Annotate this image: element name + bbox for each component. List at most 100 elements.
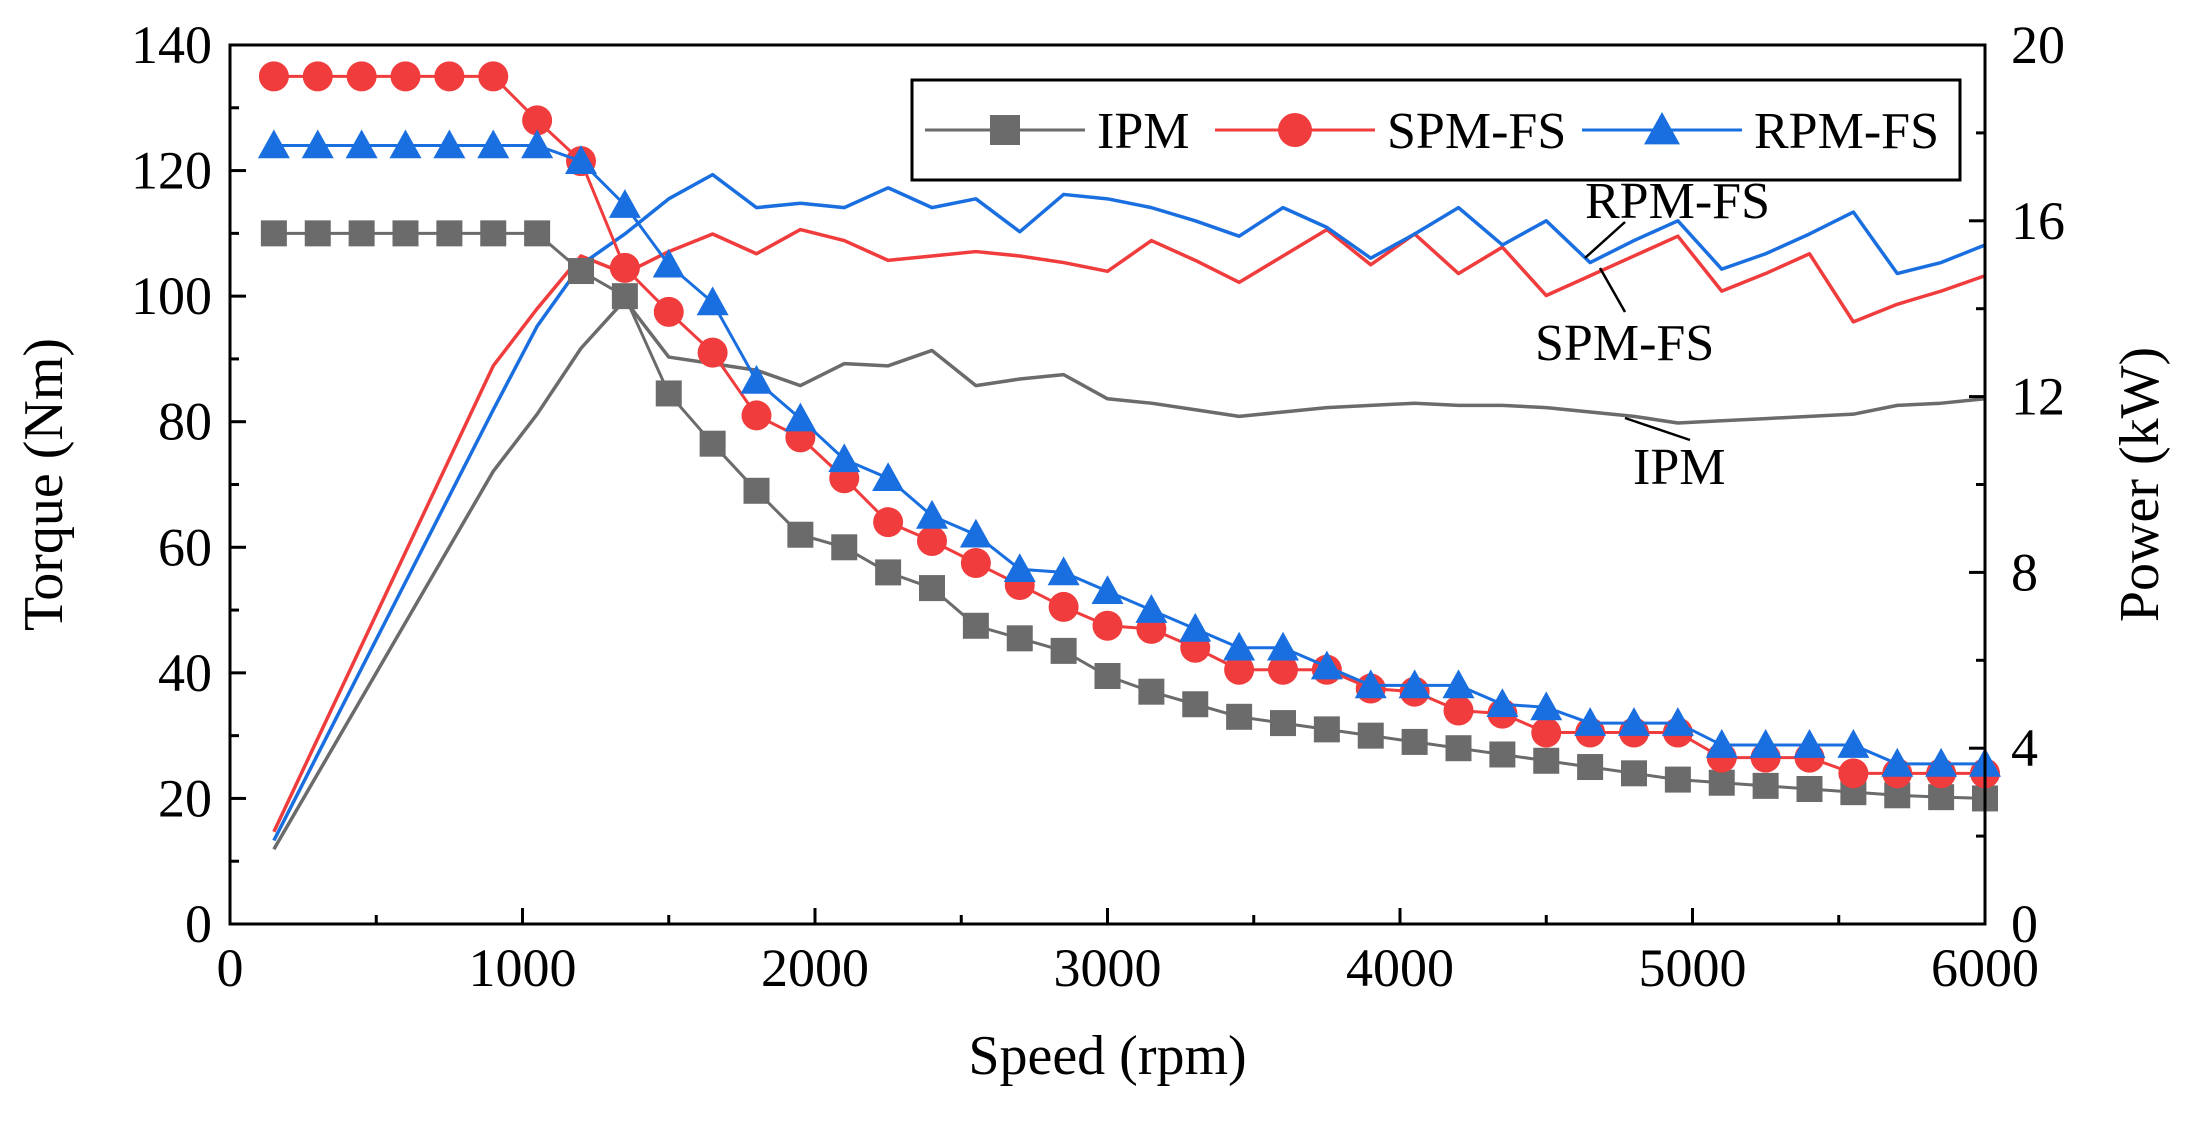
torque-point-rpm-fs (1661, 707, 1694, 736)
torque-point-rpm-fs (1486, 688, 1519, 718)
torque-series-ipm (260, 220, 1998, 812)
torque-point-rpm-fs (1574, 707, 1607, 736)
torque-point-ipm (436, 220, 463, 247)
torque-point-rpm-fs (477, 129, 510, 159)
torque-point-spm-fs (960, 547, 991, 578)
legend-marker-spm-fs (1278, 113, 1312, 147)
torque-point-ipm (699, 430, 726, 457)
legend-marker-ipm (990, 115, 1020, 145)
y-tick-label: 60 (158, 517, 212, 577)
torque-point-spm-fs (1224, 654, 1255, 685)
torque-point-spm-fs (741, 400, 772, 431)
legend-box (910, 78, 1962, 182)
annotation-leader-rpm-fs (1584, 221, 1626, 259)
torque-point-spm-fs (1268, 654, 1298, 685)
torque-point-rpm-fs (257, 129, 290, 159)
torque-point-rpm-fs (916, 499, 948, 529)
torque-point-rpm-fs (1047, 556, 1080, 586)
y-tick-label: 40 (158, 643, 212, 703)
y-tick-label: 80 (158, 392, 212, 452)
y2-tick-label: 4 (2011, 718, 2038, 778)
torque-point-rpm-fs (652, 248, 685, 278)
x-tick-label: 6000 (1931, 938, 2039, 998)
legend-label-rpm-fs: RPM-FS (1754, 103, 1939, 160)
torque-line-spm-fs (273, 74, 1985, 775)
torque-point-ipm (743, 477, 770, 504)
torque-point-spm-fs (917, 526, 947, 557)
y2-tick-label: 12 (2011, 367, 2065, 427)
x-tick-label: 1000 (469, 938, 577, 998)
torque-point-rpm-fs (1442, 669, 1475, 699)
torque-point-ipm (611, 283, 638, 310)
torque-point-rpm-fs (521, 129, 554, 159)
torque-point-spm-fs (1048, 591, 1079, 622)
torque-point-ipm (1752, 772, 1779, 799)
torque-point-ipm (1401, 728, 1428, 755)
torque-point-ipm (1445, 735, 1472, 762)
torque-point-rpm-fs (345, 129, 378, 159)
torque-point-rpm-fs (1091, 575, 1124, 605)
torque-point-rpm-fs (959, 518, 992, 548)
y2-tick-label: 16 (2011, 191, 2065, 251)
torque-point-ipm (1577, 754, 1604, 781)
torque-point-rpm-fs (1135, 594, 1168, 623)
x-tick-label: 0 (217, 938, 244, 998)
torque-point-rpm-fs (389, 129, 422, 159)
annotation-spm-fs: SPM-FS (1535, 315, 1714, 372)
torque-point-rpm-fs (1925, 747, 1958, 777)
annotation-rpm-fs: RPM-FS (1585, 173, 1770, 230)
torque-point-ipm (1357, 722, 1384, 749)
x-tick-label: 2000 (761, 938, 869, 998)
legend-label-ipm: IPM (1097, 103, 1189, 160)
y-axis-label: Torque (Nm) (13, 338, 75, 631)
torque-point-ipm (1533, 747, 1560, 774)
torque-point-ipm (1708, 769, 1735, 796)
torque-point-ipm (831, 534, 858, 561)
y-tick-label: 140 (131, 15, 212, 75)
torque-point-spm-fs (390, 61, 421, 92)
torque-point-ipm (1226, 703, 1253, 730)
torque-point-ipm (1928, 784, 1955, 811)
torque-point-rpm-fs (1530, 691, 1563, 721)
torque-point-rpm-fs (1003, 553, 1036, 583)
torque-point-ipm (962, 612, 989, 639)
torque-line-ipm (273, 231, 1986, 800)
torque-point-ipm (524, 220, 551, 247)
torque-point-ipm (787, 521, 814, 548)
annotation-leader-spm-fs (1598, 267, 1627, 313)
torque-series-rpm-fs (257, 129, 2001, 777)
torque-point-ipm (1664, 766, 1691, 793)
torque-point-rpm-fs (1223, 631, 1256, 661)
power-line-spm-fs (272, 227, 1986, 833)
torque-point-ipm (304, 220, 331, 247)
x-axis-label: Speed (rpm) (968, 1025, 1246, 1087)
y-tick-label: 0 (185, 894, 212, 954)
torque-point-ipm (1006, 625, 1033, 652)
x-tick-label: 4000 (1346, 938, 1454, 998)
torque-point-ipm (348, 220, 375, 247)
torque-point-rpm-fs (1179, 612, 1212, 642)
torque-point-ipm (568, 258, 594, 285)
legend-label-spm-fs: SPM-FS (1387, 103, 1566, 160)
torque-point-rpm-fs (565, 145, 597, 174)
x-tick-label: 3000 (1054, 938, 1162, 998)
torque-point-rpm-fs (1793, 729, 1826, 758)
torque-point-rpm-fs (1749, 729, 1782, 758)
torque-point-spm-fs (1531, 717, 1562, 748)
torque-point-rpm-fs (608, 189, 641, 218)
torque-point-spm-fs (258, 61, 289, 92)
torque-point-ipm (1796, 776, 1823, 803)
torque-point-ipm (655, 380, 682, 407)
torque-point-ipm (1094, 662, 1121, 689)
torque-point-spm-fs (302, 61, 333, 92)
y2-axis-label: Power (kW) (2109, 347, 2171, 622)
torque-point-rpm-fs (872, 462, 905, 492)
y2-tick-label: 20 (2011, 15, 2065, 75)
torque-point-ipm (1489, 741, 1516, 768)
torque-point-ipm (480, 220, 507, 247)
power-line-rpm-fs (272, 172, 1986, 842)
torque-point-spm-fs (1838, 758, 1869, 789)
torque-point-spm-fs (873, 507, 904, 538)
torque-point-rpm-fs (433, 129, 466, 159)
